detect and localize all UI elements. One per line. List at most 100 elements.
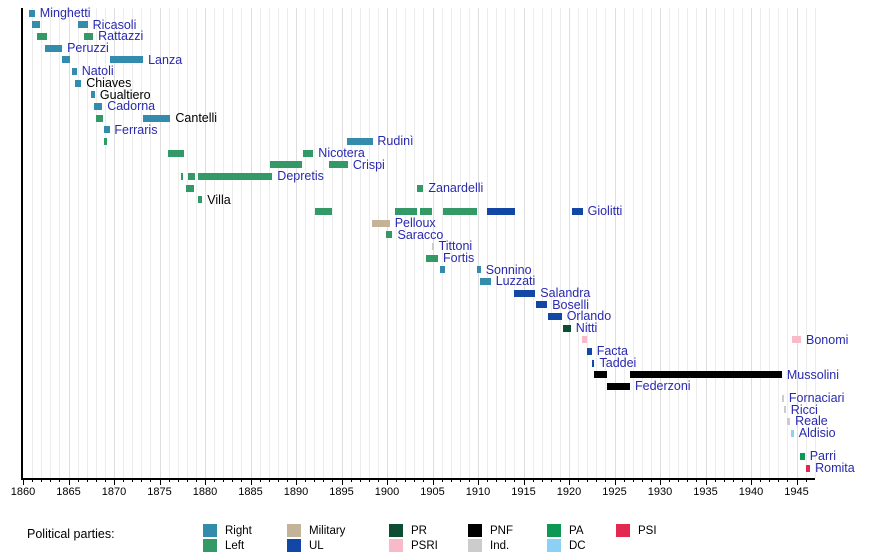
minor-tick: [487, 479, 489, 482]
person-label[interactable]: Romita: [815, 461, 855, 475]
major-tick: [68, 479, 70, 485]
minor-tick: [714, 479, 716, 482]
year-gridline: [623, 8, 625, 478]
year-gridline: [377, 8, 379, 478]
person-label[interactable]: Crispi: [352, 157, 385, 172]
minor-tick: [259, 479, 261, 482]
person-label[interactable]: Salandra: [540, 286, 591, 300]
term-bar: [477, 266, 481, 274]
year-gridline: [396, 8, 398, 478]
legend-label-psri: PSRI: [411, 540, 438, 552]
person-label[interactable]: Bonomi: [806, 332, 849, 347]
person-label[interactable]: Lanza: [148, 52, 183, 67]
term-bar: [800, 452, 805, 460]
year-gridline: [177, 8, 179, 478]
term-bar: [786, 417, 791, 425]
legend-label-ind: Ind.: [490, 540, 510, 552]
major-tick: [250, 479, 252, 485]
year-gridline: [741, 8, 743, 478]
major-tick: [751, 479, 752, 485]
person-label[interactable]: Reale: [795, 414, 828, 429]
minor-tick: [641, 479, 643, 482]
person-label[interactable]: Giolitti: [587, 204, 623, 219]
minor-tick: [177, 479, 179, 482]
minor-tick: [277, 479, 279, 482]
axis-tick-label: 1935: [693, 486, 718, 498]
minor-tick: [368, 479, 370, 482]
axis-tick-label: 1930: [647, 486, 673, 498]
person-label[interactable]: Ferraris: [114, 122, 158, 137]
year-gridline: [751, 8, 752, 478]
person-label[interactable]: Orlando: [566, 309, 612, 324]
year-gridline: [732, 8, 734, 478]
person-label[interactable]: Zanardelli: [428, 181, 484, 195]
person-label[interactable]: Luzzati: [495, 274, 536, 289]
axis-tick-label: 1865: [56, 486, 81, 498]
minor-tick: [741, 479, 743, 482]
person-label[interactable]: Cadorna: [107, 99, 156, 114]
person-label[interactable]: Sonnino: [485, 262, 532, 277]
minor-tick: [168, 479, 170, 482]
legend-label-right: Right: [225, 525, 252, 537]
year-gridline: [478, 8, 479, 478]
minor-tick: [186, 479, 188, 482]
person-label[interactable]: Mussolini: [786, 367, 839, 382]
person-label[interactable]: Depretis: [277, 169, 324, 184]
year-gridline: [268, 8, 270, 478]
person-label[interactable]: Tittoni: [438, 239, 473, 254]
major-tick: [296, 479, 297, 485]
minor-tick: [241, 479, 243, 482]
minor-tick: [214, 479, 216, 482]
minor-tick: [760, 479, 762, 482]
major-tick: [387, 479, 388, 485]
person-label[interactable]: Facta: [596, 344, 628, 359]
term-bar: [417, 184, 424, 192]
minor-tick: [104, 479, 106, 482]
year-gridline: [305, 8, 307, 478]
person-label[interactable]: Rattazzi: [98, 29, 144, 44]
person-label[interactable]: Federzoni: [635, 379, 691, 394]
person-label[interactable]: Taddei: [599, 356, 637, 370]
person-label[interactable]: Aldisio: [798, 426, 836, 440]
person-label[interactable]: Natoli: [81, 64, 114, 79]
minor-tick: [623, 479, 625, 482]
person-label[interactable]: Ricasoli: [92, 17, 137, 32]
person-label[interactable]: Parri: [809, 449, 837, 464]
term-bar: [587, 347, 592, 355]
year-gridline: [541, 8, 543, 478]
minor-tick: [687, 479, 689, 482]
person-label[interactable]: Nicotera: [318, 146, 365, 160]
person-label[interactable]: Fortis: [443, 251, 475, 265]
major-tick: [523, 479, 525, 485]
minor-tick: [305, 479, 307, 482]
term-bar: [386, 231, 393, 239]
year-gridline: [168, 8, 170, 478]
person-label[interactable]: Rudinì: [377, 134, 414, 149]
minor-tick: [559, 479, 561, 482]
term-bar: [36, 32, 47, 40]
term-bar: [805, 464, 811, 472]
person-label[interactable]: Pelloux: [394, 216, 436, 230]
year-gridline: [532, 8, 534, 478]
major-tick: [341, 479, 343, 485]
year-gridline: [441, 8, 443, 478]
minor-tick: [95, 479, 97, 482]
minor-tick: [59, 479, 61, 482]
person-label[interactable]: Nitti: [575, 321, 598, 335]
axis-tick-label: 1860: [10, 486, 36, 498]
year-gridline: [459, 8, 461, 478]
year-gridline: [605, 8, 607, 478]
person-label[interactable]: Peruzzi: [67, 41, 109, 55]
person-label[interactable]: Ricci: [790, 402, 818, 417]
person-label[interactable]: Boselli: [552, 297, 590, 312]
person-label[interactable]: Fornaciari: [788, 391, 845, 405]
person-label[interactable]: Minghetti: [39, 6, 91, 20]
year-gridline: [286, 8, 288, 478]
year-gridline: [405, 8, 407, 478]
year-gridline: [468, 8, 470, 478]
year-gridline: [68, 8, 70, 478]
year-gridline: [241, 8, 243, 478]
term-bar: [143, 114, 171, 122]
person-label[interactable]: Saracco: [397, 227, 444, 242]
major-tick: [205, 479, 206, 485]
